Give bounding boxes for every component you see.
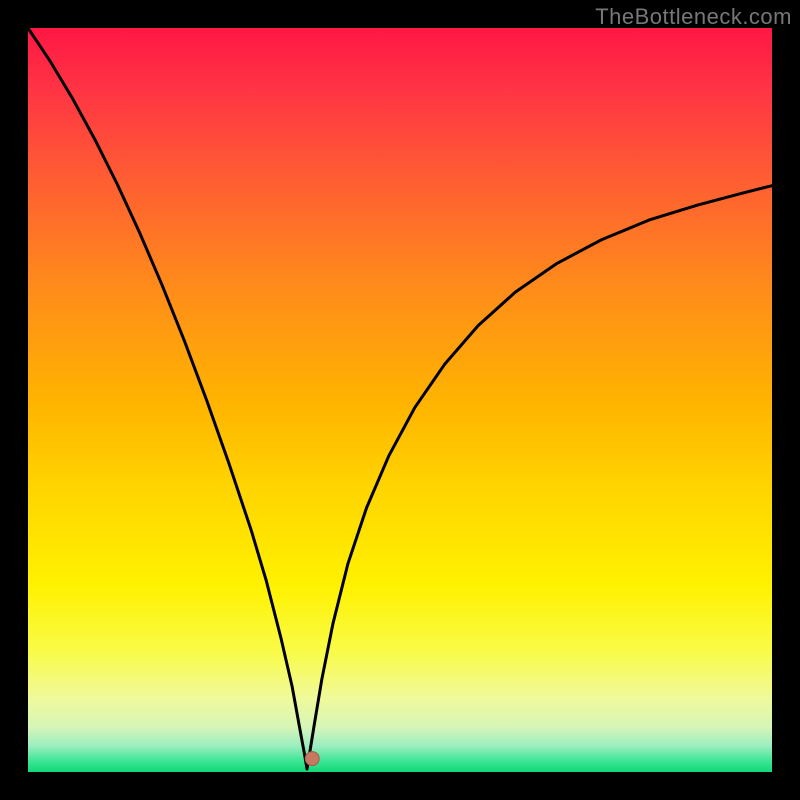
chart-svg [0, 0, 800, 800]
chart-container: TheBottleneck.com [0, 0, 800, 800]
watermark-text: TheBottleneck.com [595, 4, 792, 30]
optimum-marker [305, 752, 319, 766]
plot-background [28, 28, 772, 772]
